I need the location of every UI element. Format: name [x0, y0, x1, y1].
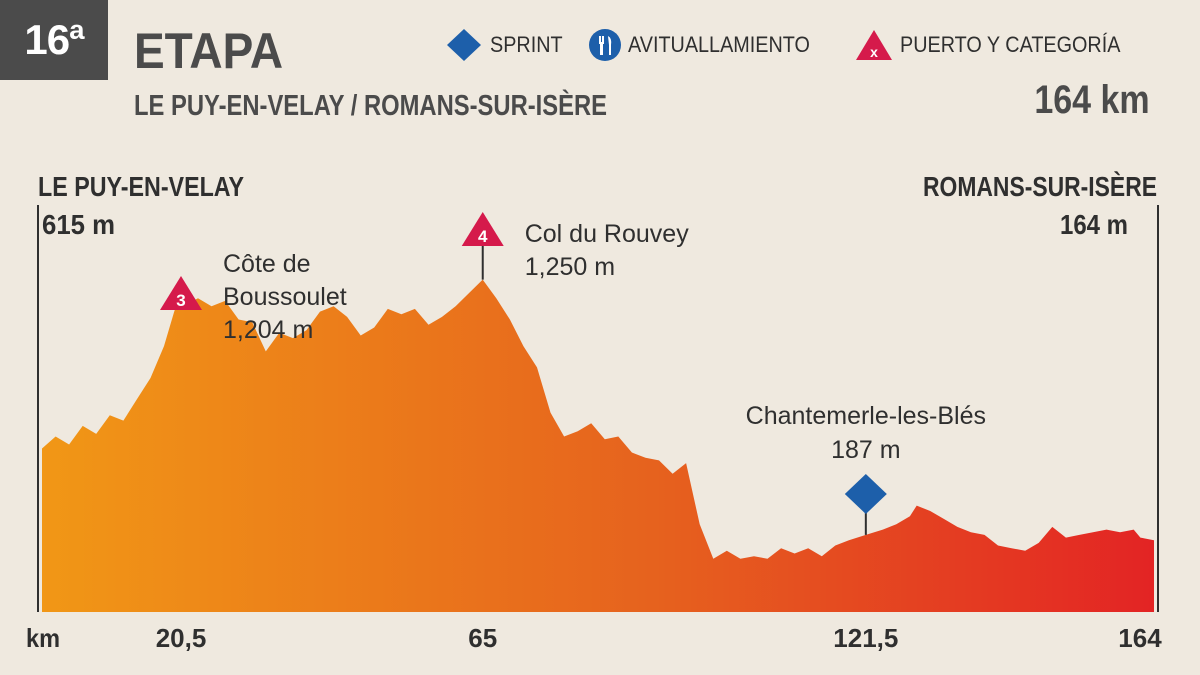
- climb-triangle-icon: [160, 276, 202, 310]
- x-tick-label: 65: [468, 623, 497, 653]
- sprint-diamond-icon: [844, 474, 887, 514]
- x-tick-label: 121,5: [833, 623, 898, 653]
- legend-item-sprint: SPRINT: [444, 28, 571, 62]
- stage-number-badge: 16ª: [0, 0, 108, 80]
- climb-category-label: 4: [478, 227, 488, 246]
- total-distance: 164 km: [1034, 78, 1150, 122]
- finish-town-label: ROMANS-SUR-ISÈRE: [923, 171, 1157, 202]
- page-title: ETAPA: [134, 23, 284, 79]
- climb-name-label: 1,204 m: [223, 316, 313, 344]
- sprint-location-label: Chantemerle-les-Blés: [746, 402, 986, 430]
- start-town-label: LE PUY-EN-VELAY: [38, 171, 244, 202]
- legend-item-climb: x PUERTO Y CATEGORÍA: [854, 28, 1145, 62]
- finish-elevation-label: 164 m: [1060, 209, 1128, 240]
- sprint-location-label: 187 m: [831, 436, 900, 464]
- x-tick-label: 164: [1118, 623, 1162, 653]
- start-elevation-label: 615 m: [42, 209, 115, 240]
- x-tick-label: 20,5: [156, 623, 207, 653]
- legend: SPRINT AVITUALLAMIENTO x PUERTO Y CATEGO…: [440, 28, 1160, 62]
- climb-name-label: Côte de: [223, 250, 311, 278]
- diamond-icon: [447, 29, 481, 61]
- elevation-profile-area: [42, 279, 1154, 612]
- legend-label-sprint: SPRINT: [490, 32, 563, 57]
- x-axis-unit-label: km: [26, 623, 60, 653]
- climb-name-label: 1,250 m: [525, 253, 615, 281]
- triangle-climb-icon: x: [856, 30, 892, 60]
- climb-category-label: 3: [176, 291, 185, 310]
- legend-item-feed: AVITUALLAMIENTO: [588, 28, 830, 62]
- climb-triangle-icon: [461, 212, 504, 246]
- climb-name-label: Col du Rouvey: [525, 220, 689, 248]
- legend-label-feed: AVITUALLAMIENTO: [628, 32, 810, 57]
- legend-climb-marker: x: [870, 44, 878, 60]
- fork-knife-icon: [589, 29, 621, 61]
- legend-label-climb: PUERTO Y CATEGORÍA: [900, 32, 1121, 57]
- route-subtitle: LE PUY-EN-VELAY / ROMANS-SUR-ISÈRE: [134, 90, 608, 122]
- climb-name-label: Boussoulet: [223, 283, 347, 311]
